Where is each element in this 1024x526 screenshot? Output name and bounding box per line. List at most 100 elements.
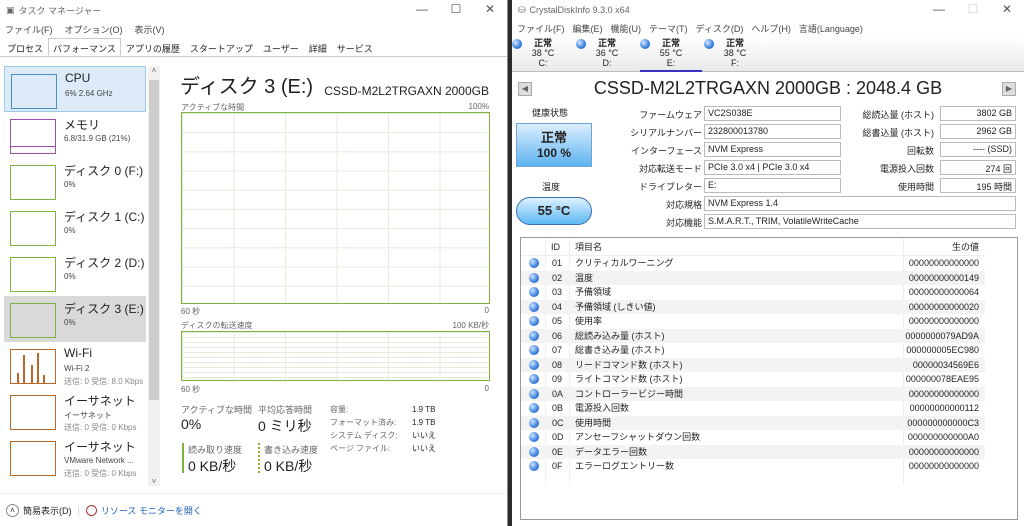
sidebar-item[interactable]: Wi-Fi Wi-Fi 2 送信: 0 受信: 8.0 Kbps <box>4 342 146 388</box>
mini-graph <box>10 211 56 246</box>
cdi-maximize-button[interactable]: ☐ <box>967 2 979 16</box>
smart-raw: 00000000000000 <box>908 316 979 326</box>
tab-bar: プロセス パフォーマンス アプリの履歴 スタートアップ ユーザー 詳細 サービス <box>0 38 507 57</box>
stat-value: 3802 GB <box>940 106 1016 121</box>
cdi-menu-theme[interactable]: テーマ(T) <box>649 23 688 34</box>
fewer-details-label: 簡易表示(D) <box>23 505 72 516</box>
smart-row[interactable]: 02 温度 00000000000149 <box>521 270 985 285</box>
col-name[interactable]: 項目名 <box>575 242 603 252</box>
sidebar-item-name: ディスク 2 (D:) <box>64 256 145 270</box>
wifi-spike <box>31 365 33 383</box>
smart-row[interactable]: 06 総読み込み量 (ホスト) 0000000079AD9A <box>521 328 985 343</box>
cdi-menu-language[interactable]: 言語(Language) <box>798 23 863 34</box>
sidebar-item[interactable]: ディスク 0 (F:) 0% <box>4 158 146 204</box>
cdi-minimize-button[interactable]: — <box>933 2 945 16</box>
info-label: シリアルナンバー <box>630 128 702 138</box>
smart-row[interactable]: 07 総書き込み量 (ホスト) 000000005EC980 <box>521 343 985 358</box>
smart-raw: 000000078EAE95 <box>905 374 979 384</box>
col-id[interactable]: ID <box>551 242 560 252</box>
sidebar-item[interactable]: ディスク 1 (C:) 0% <box>4 204 146 250</box>
tab-startup[interactable]: スタートアップ <box>189 44 253 54</box>
smart-row[interactable]: 05 使用率 00000000000000 <box>521 314 985 329</box>
tab-details[interactable]: 詳細 <box>308 44 327 54</box>
stat-label: 使用時間 <box>897 182 934 192</box>
col-raw[interactable]: 生の値 <box>951 242 979 252</box>
cdi-close-button[interactable]: ✕ <box>1001 2 1013 16</box>
sidebar-item[interactable]: ディスク 2 (D:) 0% <box>4 250 146 296</box>
footer-divider: | <box>77 505 80 515</box>
drive-tab[interactable]: 正常 55 °C E: <box>640 38 702 72</box>
smart-name: 予備領域 <box>575 287 612 297</box>
maximize-button[interactable]: ☐ <box>450 2 462 16</box>
sidebar-item-name: イーサネット <box>64 440 136 454</box>
info-label: 対応転送モード <box>638 164 702 174</box>
cdi-menu-file[interactable]: ファイル(F) <box>517 23 565 34</box>
smart-row[interactable]: 04 予備領域 (しきい値) 00000000000020 <box>521 299 985 314</box>
menu-file[interactable]: ファイル(F) <box>5 24 53 35</box>
status-ball-icon <box>704 39 714 49</box>
drive-tab[interactable]: 正常 38 °C F: <box>704 38 766 68</box>
sidebar-item-name: ディスク 0 (F:) <box>64 164 144 178</box>
scrollbar-thumb[interactable] <box>149 80 159 400</box>
drive-tab[interactable]: 正常 38 °C C: <box>512 38 574 68</box>
next-disk-button[interactable]: ▶ <box>1002 82 1016 96</box>
sidebar-item-sub: 0% <box>64 180 76 189</box>
cdi-menu-function[interactable]: 機能(U) <box>610 23 642 34</box>
tab-performance[interactable]: パフォーマンス <box>48 38 121 56</box>
scroll-down-icon[interactable]: ˅ <box>151 477 157 486</box>
cdi-menu-edit[interactable]: 編集(E) <box>572 23 603 34</box>
graph2-max: 100 KB/秒 <box>452 321 489 330</box>
health-label: 健康状態 <box>532 108 569 118</box>
sidebar-item-sub: Wi-Fi 2 <box>64 364 90 373</box>
resource-monitor-link[interactable]: リソース モニターを開く <box>85 504 202 517</box>
menu-options[interactable]: オプション(O) <box>64 24 123 35</box>
close-button[interactable]: ✕ <box>484 2 496 16</box>
info-value: E: <box>704 178 841 193</box>
info-wide-label: 対応規格 <box>665 200 702 210</box>
smart-row[interactable]: 09 ライトコマンド数 (ホスト) 000000078EAE95 <box>521 372 985 387</box>
health-status-button[interactable]: 正常 100 % <box>516 123 592 167</box>
tab-users[interactable]: ユーザー <box>262 44 299 54</box>
status-ball-icon <box>529 461 539 471</box>
smart-row[interactable]: 08 リードコマンド数 (ホスト) 00000034569E6 <box>521 357 985 372</box>
minimize-button[interactable]: — <box>416 2 428 16</box>
tab-processes[interactable]: プロセス <box>7 44 44 54</box>
prop-formatted-label: フォーマット済み: <box>330 418 397 427</box>
menu-view[interactable]: 表示(V) <box>134 24 165 35</box>
smart-raw: 00000000000000 <box>908 258 979 268</box>
drive-tab[interactable]: 正常 36 °C D: <box>576 38 638 68</box>
window-title: タスク マネージャー <box>18 5 102 16</box>
smart-row[interactable]: 0F エラーログエントリー数 00000000000000 <box>521 459 985 474</box>
read-speed-label: 読み取り速度 <box>188 445 243 455</box>
smart-row[interactable]: 0A コントローラービジー時間 00000000000000 <box>521 386 985 401</box>
tab-services[interactable]: サービス <box>336 44 373 54</box>
smart-id: 07 <box>552 345 563 355</box>
cdi-menu-help[interactable]: ヘルプ(H) <box>751 23 791 34</box>
smart-row[interactable]: 0C 使用時間 000000000000C3 <box>521 415 985 430</box>
sidebar-item-name: Wi-Fi <box>64 346 92 360</box>
cdi-menu-disk[interactable]: ディスク(D) <box>695 23 744 34</box>
wifi-spike <box>17 373 19 383</box>
smart-row[interactable]: 0E データエラー回数 00000000000000 <box>521 444 985 459</box>
cdi-title-bar: ⛁ CrystalDiskInfo 9.3.0 x64 — ☐ ✕ <box>512 0 1024 20</box>
scroll-up-icon[interactable]: ˄ <box>151 66 157 75</box>
read-speed-value: 0 KB/秒 <box>188 458 237 474</box>
fewer-details-button[interactable]: ˄ 簡易表示(D) <box>6 503 72 517</box>
sidebar-item[interactable]: イーサネット イーサネット 送信: 0 受信: 0 Kbps <box>4 388 146 434</box>
smart-id: 02 <box>552 272 563 283</box>
prev-disk-button[interactable]: ◀ <box>518 82 532 96</box>
sidebar-item[interactable]: ディスク 3 (E:) 0% <box>4 296 146 342</box>
smart-row[interactable]: 0B 電源投入回数 00000000000112 <box>521 401 985 416</box>
smart-raw: 00000000000112 <box>909 403 979 413</box>
temperature-button[interactable]: 55 °C <box>516 197 592 225</box>
stat-label: 回転数 <box>906 146 934 156</box>
sidebar-item[interactable]: イーサネット VMware Network ... 送信: 0 受信: 0 Kbps <box>4 434 146 480</box>
smart-row[interactable]: 0D アンセーフシャットダウン回数 000000000000A0 <box>521 430 985 445</box>
sidebar-item-name: メモリ <box>64 118 101 132</box>
sidebar-item[interactable]: CPU 6% 2.64 GHz <box>4 66 146 112</box>
smart-row[interactable]: 01 クリティカルワーニング 00000000000000 <box>521 256 985 271</box>
sidebar-item[interactable]: メモリ 6.8/31.9 GB (21%) <box>4 112 146 158</box>
tab-app-history[interactable]: アプリの履歴 <box>125 44 180 54</box>
sidebar-scrollbar[interactable]: ˄ ˅ <box>148 66 160 486</box>
smart-row[interactable]: 03 予備領域 00000000000064 <box>521 285 985 300</box>
